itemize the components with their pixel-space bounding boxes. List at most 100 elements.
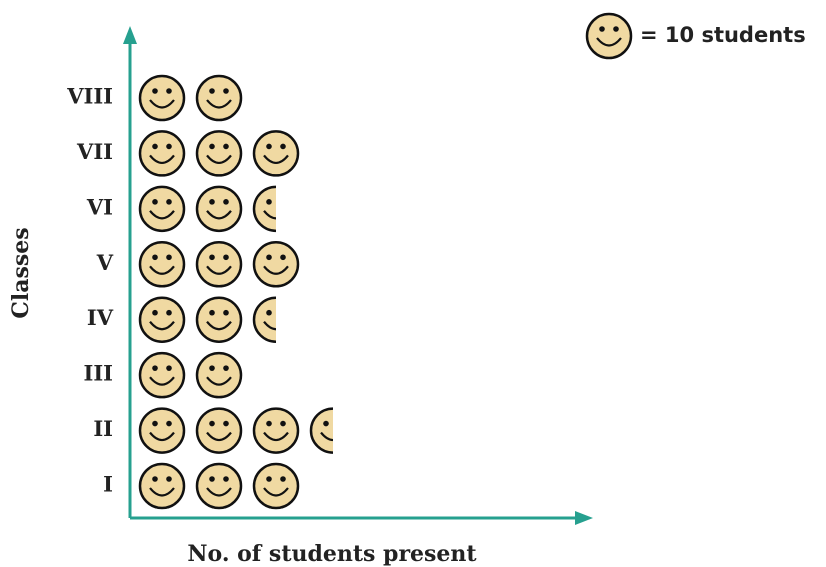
face xyxy=(138,351,186,399)
face xyxy=(195,241,243,288)
smile xyxy=(149,99,175,109)
eye xyxy=(280,254,286,261)
x-axis-title: No. of students present xyxy=(187,541,477,567)
eye xyxy=(152,254,158,261)
smile xyxy=(206,99,232,109)
smile xyxy=(206,210,232,220)
smile xyxy=(206,265,232,275)
eye xyxy=(223,88,229,94)
pictograph-row xyxy=(138,130,300,177)
eye xyxy=(209,88,215,94)
eye xyxy=(209,476,215,482)
smiley-icon xyxy=(138,130,186,177)
smiley-icon xyxy=(138,296,186,343)
legend-label: = 10 students xyxy=(640,23,806,47)
face xyxy=(138,296,186,343)
eye xyxy=(166,365,172,371)
face xyxy=(252,407,300,454)
smiley-icon xyxy=(309,407,333,454)
eye xyxy=(166,476,172,482)
smiley-icon xyxy=(195,185,243,233)
eye xyxy=(209,309,215,316)
pictograph-row xyxy=(138,407,333,454)
eye xyxy=(209,365,215,371)
pictograph-row xyxy=(138,241,300,288)
face xyxy=(138,241,186,288)
smile xyxy=(263,265,289,275)
x-axis-arrow xyxy=(575,511,593,525)
category-label: I xyxy=(103,472,113,497)
smiley-icon xyxy=(585,12,633,60)
smile xyxy=(206,321,232,331)
smiley-icon xyxy=(252,130,300,177)
face xyxy=(252,130,300,177)
face xyxy=(585,12,633,60)
smiley-icon xyxy=(195,241,243,288)
eye xyxy=(280,420,286,427)
face xyxy=(252,241,300,288)
category-label: III xyxy=(84,361,113,386)
smiley-icon xyxy=(138,462,186,510)
pictograph-row xyxy=(138,462,300,510)
eye xyxy=(152,88,158,94)
eye xyxy=(323,420,329,427)
smiley-icon xyxy=(195,130,243,177)
smiley-icon xyxy=(138,351,186,399)
smile xyxy=(149,376,175,386)
smile xyxy=(206,376,232,386)
eye xyxy=(223,143,229,150)
smiley-icon xyxy=(138,74,186,122)
eye xyxy=(152,365,158,371)
face xyxy=(195,185,243,233)
eye xyxy=(280,143,286,150)
eye xyxy=(166,143,172,150)
eye xyxy=(280,199,286,205)
category-label: VIII xyxy=(66,84,113,109)
face xyxy=(195,130,243,177)
eye xyxy=(209,254,215,261)
y-axis-title: Classes xyxy=(8,227,34,318)
eye xyxy=(223,254,229,261)
smile xyxy=(596,37,622,47)
eye xyxy=(223,309,229,316)
smiley-icon xyxy=(252,296,276,343)
eye xyxy=(266,254,272,261)
smiley-icon xyxy=(138,241,186,288)
eye xyxy=(599,26,605,32)
category-label: VII xyxy=(76,139,113,164)
smile xyxy=(149,154,175,165)
smile xyxy=(149,321,175,331)
eye xyxy=(266,420,272,427)
smile xyxy=(263,210,276,220)
smiley-icon xyxy=(252,462,300,510)
eye xyxy=(266,199,272,205)
face xyxy=(195,296,243,343)
face xyxy=(138,74,186,122)
category-label: II xyxy=(93,416,113,441)
pictograph-row xyxy=(138,74,243,122)
eye xyxy=(280,476,286,482)
face xyxy=(252,185,276,233)
pictograph-row xyxy=(138,185,286,233)
smile xyxy=(263,321,276,331)
face xyxy=(138,407,186,454)
eye xyxy=(266,143,272,150)
face xyxy=(195,351,243,399)
face xyxy=(138,462,186,510)
smiley-icon xyxy=(138,407,186,454)
smile xyxy=(206,487,232,497)
eye xyxy=(152,143,158,150)
eye xyxy=(223,199,229,205)
face xyxy=(195,462,243,510)
eye xyxy=(223,365,229,371)
smiley-icon xyxy=(195,407,243,454)
smiley-icon xyxy=(195,296,243,343)
eye xyxy=(152,309,158,316)
face xyxy=(252,296,276,343)
smile xyxy=(320,431,333,442)
category-label: IV xyxy=(87,305,114,330)
face xyxy=(252,462,300,510)
smiley-icon xyxy=(252,185,286,233)
face xyxy=(309,407,333,454)
